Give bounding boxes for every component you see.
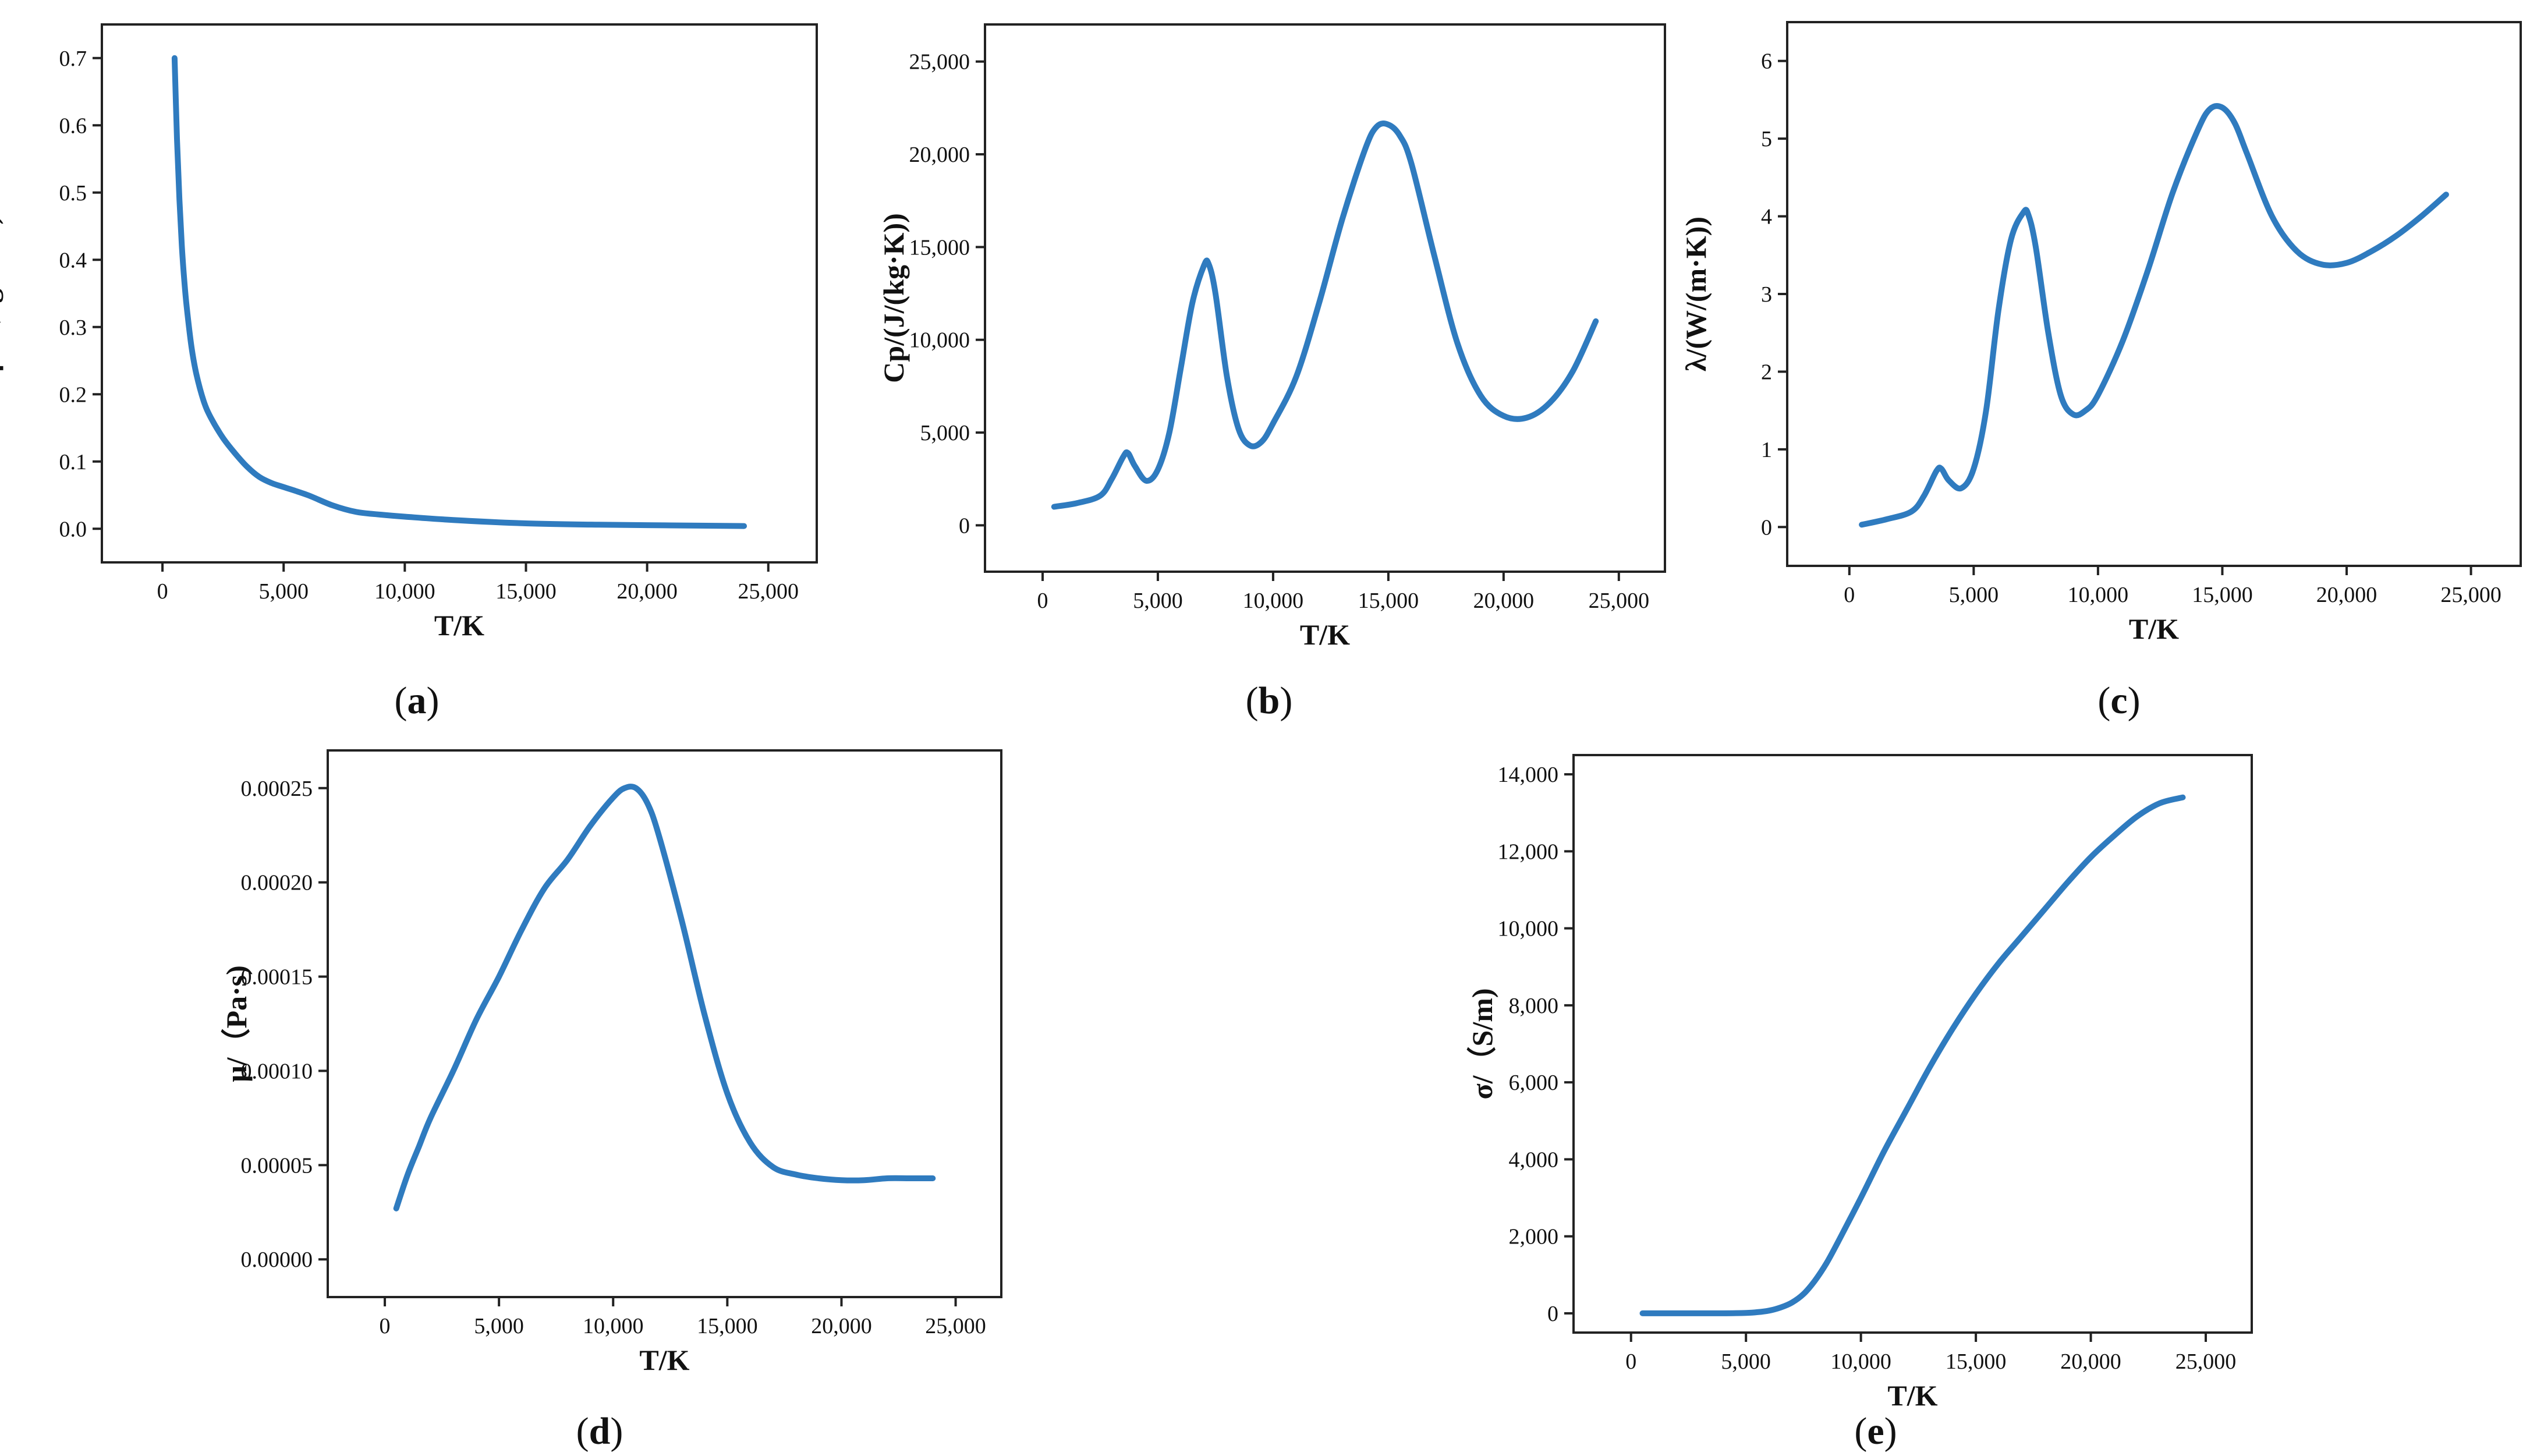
- y-tick-label-c: 6: [1761, 49, 1772, 74]
- x-tick-label-c: 25,000: [2440, 583, 2501, 607]
- x-tick-label-b: 25,000: [1589, 589, 1650, 613]
- y-tick-label-d: 0.00005: [241, 1153, 313, 1178]
- y-axis-title-e: σ/（S/m): [1466, 988, 1498, 1099]
- series-line-e: [1639, 794, 2186, 1316]
- x-tick-label-a: 15,000: [495, 579, 557, 604]
- series-line-a: [171, 55, 747, 529]
- panel-label-e: (e): [1854, 1410, 1897, 1453]
- y-tick-label-d: 0.00000: [241, 1248, 313, 1272]
- y-tick-label-a: 0.2: [59, 382, 87, 407]
- y-tick-label-b: 0: [959, 513, 970, 538]
- panel-label-d: (d): [576, 1410, 623, 1453]
- plot-frame-c: [1786, 21, 2522, 567]
- series-line-c: [1859, 103, 2449, 528]
- x-tick-label-d: 15,000: [697, 1314, 758, 1338]
- x-tick-label-b: 5,000: [1133, 589, 1183, 613]
- y-tick-label-b: 5,000: [920, 421, 970, 445]
- x-tick-label-c: 15,000: [2192, 583, 2253, 607]
- y-axis-title-a: ρ/（kg/m^3): [0, 215, 3, 372]
- x-tick-label-d: 5,000: [474, 1314, 524, 1338]
- plot-frame-d: [327, 749, 1002, 1298]
- x-tick-label-d: 25,000: [925, 1314, 986, 1338]
- y-tick-label-c: 0: [1761, 515, 1772, 540]
- y-tick-label-b: 20,000: [909, 143, 970, 167]
- x-axis-title-a: T/K: [434, 609, 484, 642]
- x-tick-label-e: 20,000: [2060, 1349, 2121, 1374]
- y-tick-label-d: 0.00020: [241, 871, 313, 895]
- y-axis-title-b: Cp/(J/(kg·K)): [877, 213, 910, 383]
- y-axis-title-d: μ/（Pa·s): [220, 965, 253, 1082]
- y-tick-label-e: 6,000: [1509, 1071, 1559, 1095]
- x-tick-label-e: 5,000: [1721, 1349, 1771, 1374]
- plot-frame-a: [101, 23, 818, 564]
- y-tick-label-a: 0.4: [59, 248, 87, 272]
- x-tick-label-c: 5,000: [1949, 583, 1999, 607]
- panel-label-a: (a): [395, 679, 440, 722]
- y-tick-label-b: 10,000: [909, 328, 970, 353]
- y-tick-label-d: 0.00015: [241, 965, 313, 990]
- x-tick-label-b: 10,000: [1243, 589, 1304, 613]
- x-tick-label-c: 20,000: [2316, 583, 2377, 607]
- x-tick-label-b: 15,000: [1358, 589, 1419, 613]
- y-tick-label-c: 1: [1761, 438, 1772, 462]
- y-tick-label-d: 0.00025: [241, 777, 313, 801]
- panel-label-b: (b): [1246, 679, 1293, 722]
- y-tick-label-a: 0.1: [59, 450, 87, 474]
- x-tick-label-c: 0: [1844, 583, 1855, 607]
- x-tick-label-a: 10,000: [374, 579, 435, 604]
- chart-panel-a: 0 5,000 10,000 15,000 20,000 25,000 0.0 0.1 0.2 0…: [0, 23, 818, 642]
- chart-panel-d: 0 5,000 10,000 15,000 20,000 25,000 0.00000 0.0…: [220, 749, 1002, 1376]
- y-tick-label-e: 8,000: [1509, 994, 1559, 1018]
- x-tick-label-d: 0: [380, 1314, 391, 1338]
- y-axis-title-c: λ/(W/(m·K)): [1679, 217, 1712, 371]
- x-tick-label-a: 0: [157, 579, 168, 604]
- x-tick-label-e: 10,000: [1830, 1349, 1891, 1374]
- x-tick-label-e: 25,000: [2175, 1349, 2237, 1374]
- x-axis-title-c: T/K: [2129, 612, 2179, 645]
- y-tick-label-e: 10,000: [1498, 917, 1559, 941]
- x-tick-label-c: 10,000: [2068, 583, 2129, 607]
- plot-frame-b: [984, 23, 1666, 573]
- y-tick-label-b: 15,000: [909, 235, 970, 260]
- x-axis-title-e: T/K: [1887, 1379, 1937, 1412]
- y-tick-label-e: 4,000: [1509, 1147, 1559, 1172]
- chart-panel-e: 0 5,000 10,000 15,000 20,000 25,000 0 2,000 4,00…: [1466, 754, 2253, 1412]
- y-tick-label-c: 4: [1761, 205, 1772, 229]
- x-tick-label-d: 20,000: [811, 1314, 872, 1338]
- series-line-b: [1051, 121, 1599, 510]
- y-tick-label-a: 0.7: [59, 47, 87, 71]
- x-tick-label-b: 0: [1037, 589, 1048, 613]
- x-tick-label-a: 5,000: [258, 579, 309, 604]
- panel-label-c: (c): [2097, 679, 2140, 722]
- chart-panel-b: 0 5,000 10,000 15,000 20,000 25,000 0 5,000 10,0…: [877, 23, 1666, 651]
- y-tick-label-e: 2,000: [1509, 1225, 1559, 1249]
- x-tick-label-e: 0: [1625, 1349, 1636, 1374]
- y-tick-label-a: 0.0: [59, 517, 87, 541]
- x-tick-label-d: 10,000: [583, 1314, 644, 1338]
- x-axis-title-d: T/K: [639, 1344, 689, 1376]
- chart-panel-c: 0 5,000 10,000 15,000 20,000 25,000 0 1 2 3 4 5 6 T/K…: [1679, 21, 2522, 645]
- y-tick-label-e: 14,000: [1498, 763, 1559, 787]
- x-tick-label-e: 15,000: [1946, 1349, 2007, 1374]
- y-tick-label-a: 0.6: [59, 114, 87, 138]
- x-axis-title-b: T/K: [1300, 618, 1350, 651]
- y-tick-label-e: 0: [1547, 1302, 1558, 1326]
- y-tick-label-a: 0.3: [59, 316, 87, 340]
- y-tick-label-c: 5: [1761, 127, 1772, 151]
- plot-frame-e: [1572, 754, 2253, 1334]
- x-tick-label-a: 20,000: [616, 579, 678, 604]
- series-line-d: [393, 784, 936, 1211]
- y-tick-label-c: 2: [1761, 360, 1772, 384]
- x-tick-label-b: 20,000: [1473, 589, 1535, 613]
- y-tick-label-d: 0.00010: [241, 1059, 313, 1083]
- y-tick-label-e: 12,000: [1498, 839, 1559, 864]
- y-tick-label-b: 25,000: [909, 50, 970, 75]
- x-tick-label-a: 25,000: [738, 579, 799, 604]
- y-tick-label-a: 0.5: [59, 181, 87, 206]
- y-tick-label-c: 3: [1761, 282, 1772, 307]
